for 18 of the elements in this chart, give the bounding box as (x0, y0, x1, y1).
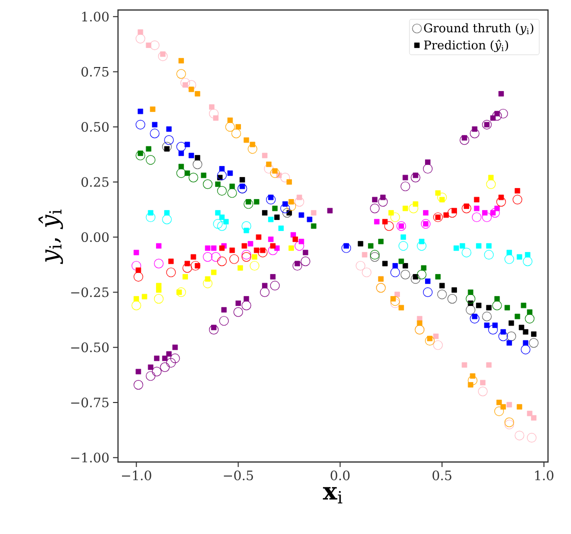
y-tick-label: 0.25 (82, 177, 108, 187)
y-tick-label: 0.00 (82, 232, 109, 242)
x-tick-label: −1.0 (122, 470, 152, 480)
y-axis-title: y$_{i}$, ŷ$_{i}$ (38, 210, 63, 264)
legend-label: Prediction (ŷ$_{i}$) (424, 40, 508, 52)
y-tick-label: −1.00 (71, 452, 109, 462)
y-tick-label: −0.75 (71, 398, 108, 408)
y-tick-label: −0.50 (71, 342, 109, 352)
x-tick-label: −0.5 (224, 470, 253, 480)
x-tick-label: 0.5 (432, 470, 452, 480)
y-tick-label: 0.50 (82, 122, 109, 132)
legend-label: Ground thruth (y$_{i}$) (424, 23, 534, 35)
x-tick-label: 0.0 (330, 470, 350, 480)
y-tick-label: −0.25 (71, 287, 108, 298)
x-tick-label: 1.0 (535, 470, 554, 480)
x-axis-title: x$_{i}$ (322, 487, 342, 504)
y-tick-label: 0.75 (82, 66, 108, 77)
y-tick-label: 1.00 (82, 12, 109, 22)
